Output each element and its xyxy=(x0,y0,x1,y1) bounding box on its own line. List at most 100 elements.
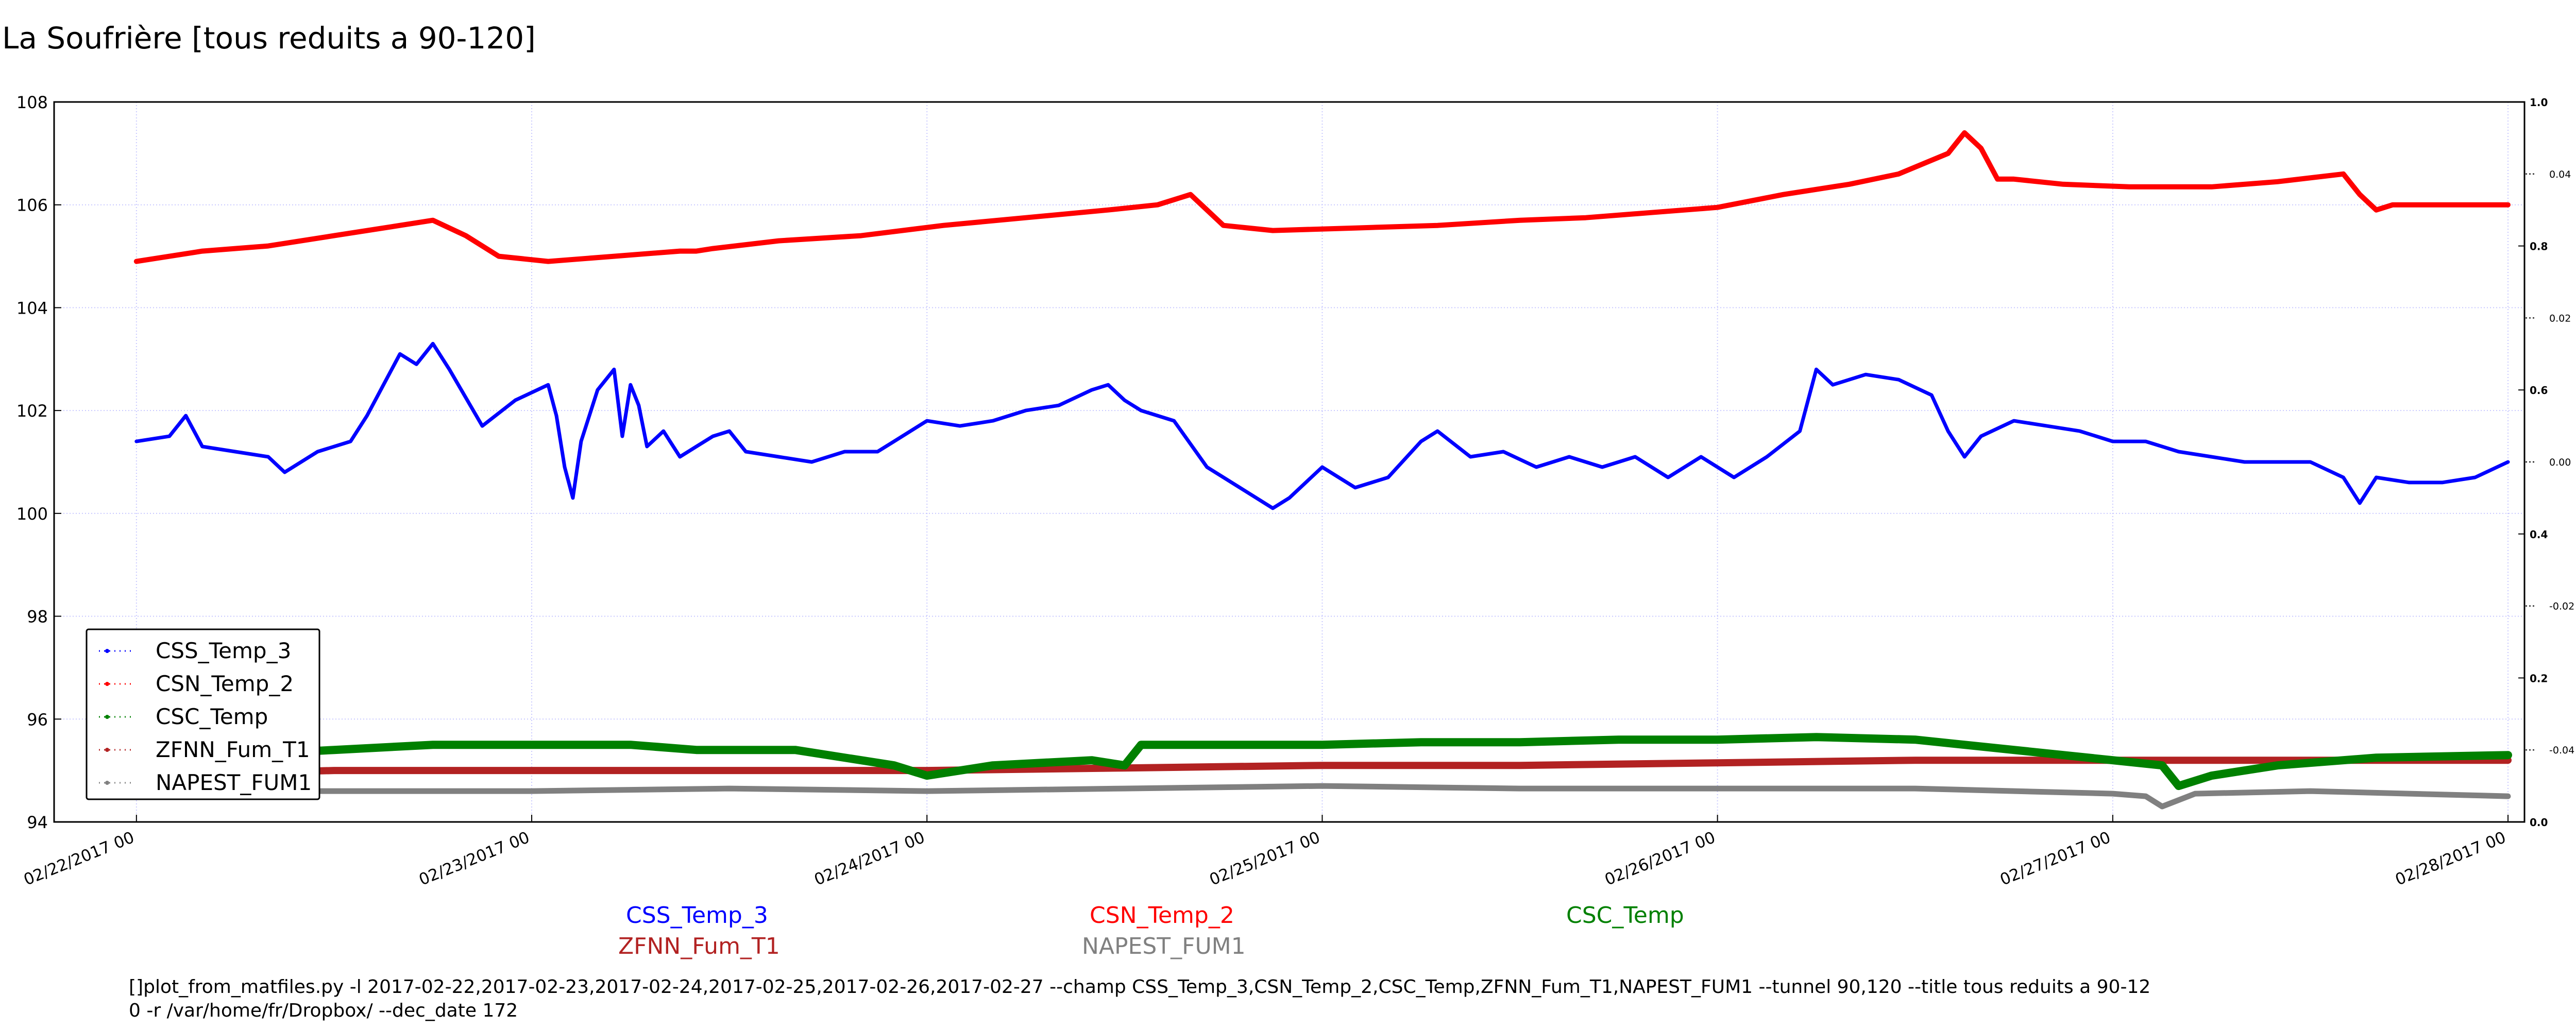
data-point xyxy=(2276,764,2279,767)
legend-marker xyxy=(105,748,109,752)
data-point xyxy=(2342,476,2345,479)
data-point xyxy=(2375,756,2378,760)
y2-tick-label: 0.0 xyxy=(2530,816,2548,829)
data-point xyxy=(2358,501,2362,505)
data-point xyxy=(497,254,501,258)
y-tick-label: 94 xyxy=(27,813,48,832)
data-point xyxy=(2309,789,2312,793)
data-point xyxy=(1963,131,1967,134)
x-tick-label: 02/27/2017 00 xyxy=(1997,828,2113,889)
data-point xyxy=(694,748,698,752)
data-point xyxy=(1930,393,1934,397)
y3-tick-label: 0.00 xyxy=(2549,457,2571,468)
data-point xyxy=(1205,466,1209,469)
data-point xyxy=(1732,476,1736,479)
data-point xyxy=(645,445,649,448)
data-point xyxy=(398,224,402,227)
data-point xyxy=(1815,735,1818,739)
data-point xyxy=(1848,182,1851,186)
data-point xyxy=(1518,741,1521,744)
data-point xyxy=(1518,787,1521,791)
data-point xyxy=(1090,759,1093,762)
y2-tick-label: 0.8 xyxy=(2530,241,2548,253)
data-point xyxy=(925,774,929,778)
data-point xyxy=(1782,193,1785,196)
data-point xyxy=(2012,419,2015,423)
data-point xyxy=(2243,460,2246,464)
data-point xyxy=(1156,203,1159,207)
data-point xyxy=(892,440,896,443)
data-point xyxy=(1123,787,1126,791)
legend-layer: CSS_Temp_3 CSN_Temp_2 CSC_Temp ZFNN_Fum_T1 N… xyxy=(86,628,320,800)
series-caption-napest-fum1: NAPEST_FUM1 xyxy=(1082,933,1246,959)
data-point xyxy=(1666,476,1670,479)
data-point xyxy=(530,769,533,772)
data-point xyxy=(1271,506,1275,510)
y2-tick-label: 0.6 xyxy=(2530,384,2548,397)
plot-background xyxy=(54,102,2524,822)
data-point xyxy=(2506,460,2510,464)
data-point xyxy=(620,435,624,438)
y-tick-label: 96 xyxy=(27,710,48,729)
y-tick-label: 100 xyxy=(16,504,48,524)
x-tick-label: 02/24/2017 00 xyxy=(811,828,927,889)
data-point xyxy=(2473,476,2477,479)
data-point xyxy=(727,769,731,772)
data-point xyxy=(1979,435,1983,438)
data-point xyxy=(793,748,797,752)
data-point xyxy=(563,466,566,469)
data-point xyxy=(481,424,484,428)
series-line-napest-fum1 xyxy=(133,783,2511,810)
legend-marker xyxy=(105,682,109,686)
data-point xyxy=(2391,203,2395,207)
data-point xyxy=(1090,388,1093,392)
data-point xyxy=(1419,440,1423,443)
data-point xyxy=(2127,185,2131,188)
data-point xyxy=(1716,787,1719,791)
data-point xyxy=(1913,738,1917,742)
data-point xyxy=(1798,430,1802,433)
data-point xyxy=(1386,476,1390,479)
data-point xyxy=(1106,208,1110,212)
data-point xyxy=(1567,455,1571,458)
data-point xyxy=(1897,172,1901,176)
data-point xyxy=(2375,208,2378,212)
data-point xyxy=(1287,496,1291,500)
data-point xyxy=(1502,450,1505,453)
y-tick-label: 102 xyxy=(16,401,48,421)
data-point xyxy=(200,445,204,448)
data-point xyxy=(1139,743,1143,747)
legend-label: CSN_Temp_2 xyxy=(156,671,294,696)
legend-marker xyxy=(105,649,109,653)
data-point xyxy=(777,455,781,458)
command-line: []plot_from_matfiles.py -l 2017-02-22,20… xyxy=(129,975,2190,1023)
data-point xyxy=(316,450,319,453)
data-point xyxy=(1518,218,1521,222)
x-tick-label: 02/28/2017 00 xyxy=(2393,828,2509,889)
data-point xyxy=(1320,764,1324,767)
data-point xyxy=(694,249,698,253)
data-point xyxy=(2111,759,2114,762)
data-point xyxy=(266,455,270,458)
data-point xyxy=(431,342,435,346)
legend-label: CSS_Temp_3 xyxy=(156,638,291,663)
data-point xyxy=(1024,409,1027,413)
data-point xyxy=(415,363,418,366)
y2-tick-label: 0.2 xyxy=(2530,672,2548,684)
data-point xyxy=(859,234,863,237)
data-point xyxy=(448,368,451,371)
y3-tick-label: 0.04 xyxy=(2549,169,2571,180)
data-point xyxy=(365,414,369,418)
data-point xyxy=(1123,399,1126,402)
data-point xyxy=(2111,440,2114,443)
data-point xyxy=(1946,430,1950,433)
data-point xyxy=(629,383,632,387)
data-point xyxy=(2078,430,2081,433)
series-layer xyxy=(132,130,2512,810)
data-point xyxy=(958,424,962,428)
y-tick-label: 106 xyxy=(16,196,48,215)
command-line-2: 0 -r /var/home/fr/Dropbox/ --dec_date 17… xyxy=(129,1000,518,1021)
data-point xyxy=(1584,216,1587,219)
data-point xyxy=(2375,476,2378,479)
data-point xyxy=(1436,224,1439,227)
